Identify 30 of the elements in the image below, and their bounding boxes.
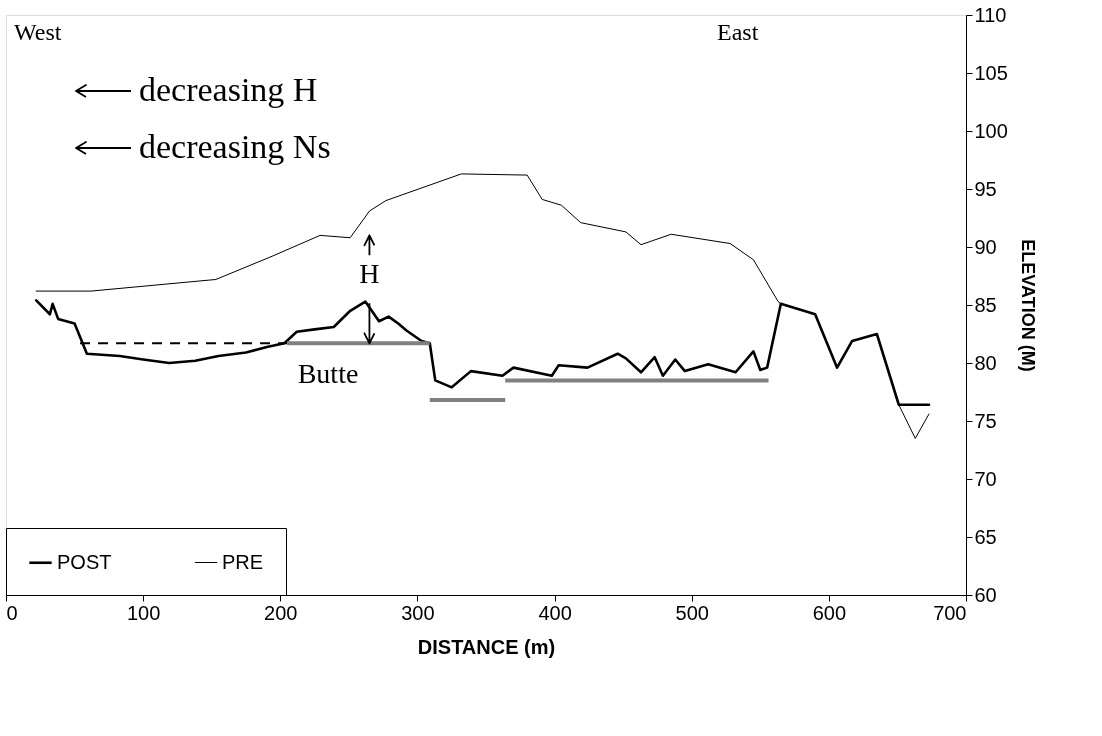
y-tick-label: 105 xyxy=(974,61,1008,84)
x-axis-title: DISTANCE (m) xyxy=(417,635,556,658)
y-axis-title: ELEVATION (M) xyxy=(1017,239,1038,372)
annotation: H xyxy=(359,258,380,290)
y-tick-label: 95 xyxy=(974,177,997,200)
annotation: East xyxy=(717,19,759,45)
y-tick-label: 90 xyxy=(974,235,997,258)
legend-label: POST xyxy=(57,550,112,573)
x-tick-label: 700 xyxy=(933,601,967,624)
annotation: Butte xyxy=(297,358,359,389)
y-tick-label: 100 xyxy=(974,119,1008,142)
x-tick-label: 600 xyxy=(812,601,847,624)
x-tick-label: 400 xyxy=(538,601,572,624)
x-tick-label: 500 xyxy=(675,601,709,624)
x-tick-label: 200 xyxy=(264,601,298,624)
x-tick-label: 0 xyxy=(6,601,18,624)
annotation: West xyxy=(14,19,62,45)
annotation: decreasing H xyxy=(139,71,318,108)
x-tick-label: 100 xyxy=(126,601,161,624)
y-tick-label: 60 xyxy=(974,583,997,606)
annotation: decreasing Ns xyxy=(139,128,331,165)
x-tick-label: 300 xyxy=(401,601,435,624)
y-tick-label: 80 xyxy=(974,351,997,374)
y-tick-label: 75 xyxy=(974,409,997,432)
y-tick-label: 65 xyxy=(974,525,997,548)
line-series xyxy=(35,173,930,439)
legend-label: PRE xyxy=(222,550,264,573)
y-tick-label: 110 xyxy=(974,3,1007,26)
y-tick-label: 85 xyxy=(974,293,997,316)
y-tick-label: 70 xyxy=(974,467,997,490)
